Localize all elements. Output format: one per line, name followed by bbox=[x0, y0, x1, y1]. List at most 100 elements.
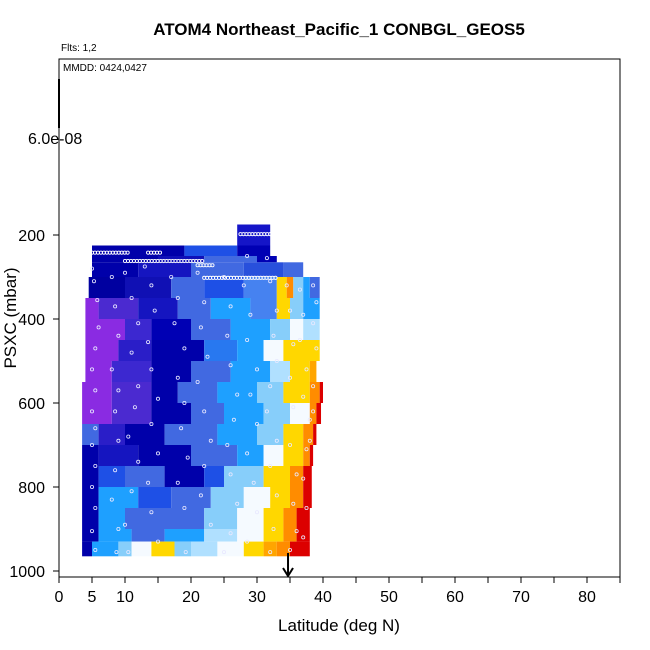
x-tick-label: 30 bbox=[248, 589, 266, 606]
sample-point bbox=[142, 264, 147, 269]
sample-point bbox=[274, 438, 279, 443]
heatmap-cell bbox=[191, 541, 218, 557]
sample-point bbox=[271, 333, 276, 338]
y-tick-label: 600 bbox=[18, 396, 45, 413]
heatmap-cell bbox=[111, 403, 152, 424]
y-tick-label: 200 bbox=[18, 228, 45, 245]
sample-point bbox=[268, 463, 273, 468]
sample-point bbox=[287, 442, 292, 447]
sample-point bbox=[179, 426, 184, 431]
heatmap-cell bbox=[250, 298, 277, 319]
heatmap-cell bbox=[237, 445, 264, 466]
heatmap-cell bbox=[309, 361, 317, 382]
heatmap-cell bbox=[191, 445, 238, 466]
dates-annotation: MMDD: 0424,0427 bbox=[63, 63, 147, 74]
heatmap-cell bbox=[85, 298, 99, 319]
sample-point bbox=[172, 321, 177, 326]
x-tick-label: 50 bbox=[380, 589, 398, 606]
sample-point bbox=[132, 405, 137, 410]
sample-tracks bbox=[89, 232, 278, 280]
heatmap-cell bbox=[263, 466, 290, 487]
heatmap-cell bbox=[118, 541, 132, 557]
heatmap-cell bbox=[171, 487, 211, 508]
sample-point bbox=[274, 493, 279, 498]
heatmap-cell bbox=[303, 277, 310, 298]
sample-track-point bbox=[273, 275, 278, 280]
heatmap-cell bbox=[276, 298, 290, 319]
heatmap-cell bbox=[85, 361, 112, 382]
sample-point bbox=[264, 409, 269, 414]
colorbar-top-label: 6.0e-08 bbox=[28, 131, 82, 148]
sample-points bbox=[90, 253, 319, 555]
sample-point bbox=[182, 346, 187, 351]
latitude-marker bbox=[282, 553, 294, 578]
heatmap-bands bbox=[82, 224, 323, 557]
sample-point bbox=[228, 304, 233, 309]
sample-point bbox=[149, 510, 154, 515]
sample-point bbox=[241, 283, 246, 288]
heatmap-cell bbox=[276, 277, 287, 298]
heatmap-cell bbox=[118, 340, 152, 361]
sample-point bbox=[314, 346, 319, 351]
heatmap-cell bbox=[184, 245, 238, 256]
heatmap-cell bbox=[82, 487, 99, 508]
sample-point bbox=[307, 417, 312, 422]
heatmap-cell bbox=[82, 466, 99, 487]
heatmap-cell bbox=[204, 277, 244, 298]
heatmap-cell bbox=[204, 256, 257, 263]
heatmap-cell bbox=[191, 403, 224, 424]
heatmap-cell bbox=[131, 529, 165, 542]
x-tick-label: 80 bbox=[578, 589, 596, 606]
sample-point bbox=[274, 358, 279, 363]
heatmap-cell bbox=[283, 382, 310, 403]
x-axis-title: Latitude (deg N) bbox=[278, 616, 400, 635]
sample-point bbox=[96, 325, 101, 330]
sample-point bbox=[93, 463, 98, 468]
heatmap-cell bbox=[164, 466, 205, 487]
heatmap-cell bbox=[283, 424, 304, 445]
sample-point bbox=[198, 493, 203, 498]
heatmap-cell bbox=[138, 262, 191, 277]
sample-point bbox=[208, 438, 213, 443]
heatmap-cell bbox=[243, 541, 264, 557]
heatmap-cell bbox=[217, 424, 257, 445]
sample-point bbox=[149, 421, 154, 426]
sample-point bbox=[182, 505, 187, 510]
plot-frame bbox=[58, 58, 621, 578]
sample-point bbox=[136, 459, 141, 464]
sample-point bbox=[93, 505, 98, 510]
sample-point bbox=[93, 346, 98, 351]
sample-point bbox=[202, 300, 207, 305]
sample-point bbox=[90, 409, 95, 414]
sample-point bbox=[198, 325, 203, 330]
sample-point bbox=[221, 550, 226, 555]
heatmap-cell bbox=[263, 529, 284, 542]
sample-point bbox=[251, 480, 256, 485]
heatmap-cell bbox=[230, 319, 271, 340]
sample-point bbox=[93, 548, 98, 553]
heatmap-cell bbox=[224, 403, 264, 424]
sample-point bbox=[109, 367, 114, 372]
heatmap-cell bbox=[85, 319, 125, 340]
heatmap-cell bbox=[174, 541, 191, 557]
sample-point bbox=[235, 392, 240, 397]
sample-track-point bbox=[268, 232, 273, 237]
heatmap-cell bbox=[138, 487, 172, 508]
heatmap-cell bbox=[286, 277, 294, 298]
heatmap-cell bbox=[111, 361, 152, 382]
heatmap-cell bbox=[92, 262, 139, 277]
sample-point bbox=[274, 308, 279, 313]
sample-point bbox=[95, 298, 100, 303]
sample-point bbox=[129, 295, 134, 300]
heatmap-cell bbox=[270, 319, 290, 340]
sample-point bbox=[314, 300, 319, 305]
heatmap-cell bbox=[217, 541, 244, 557]
heatmap-cell bbox=[82, 541, 92, 557]
y-axis: 200 400 600 800 1000 bbox=[9, 228, 59, 581]
sample-point bbox=[304, 367, 309, 372]
sample-point bbox=[228, 531, 233, 536]
sample-point bbox=[254, 367, 259, 372]
heatmap-cell bbox=[111, 382, 152, 403]
sample-point bbox=[202, 409, 207, 414]
